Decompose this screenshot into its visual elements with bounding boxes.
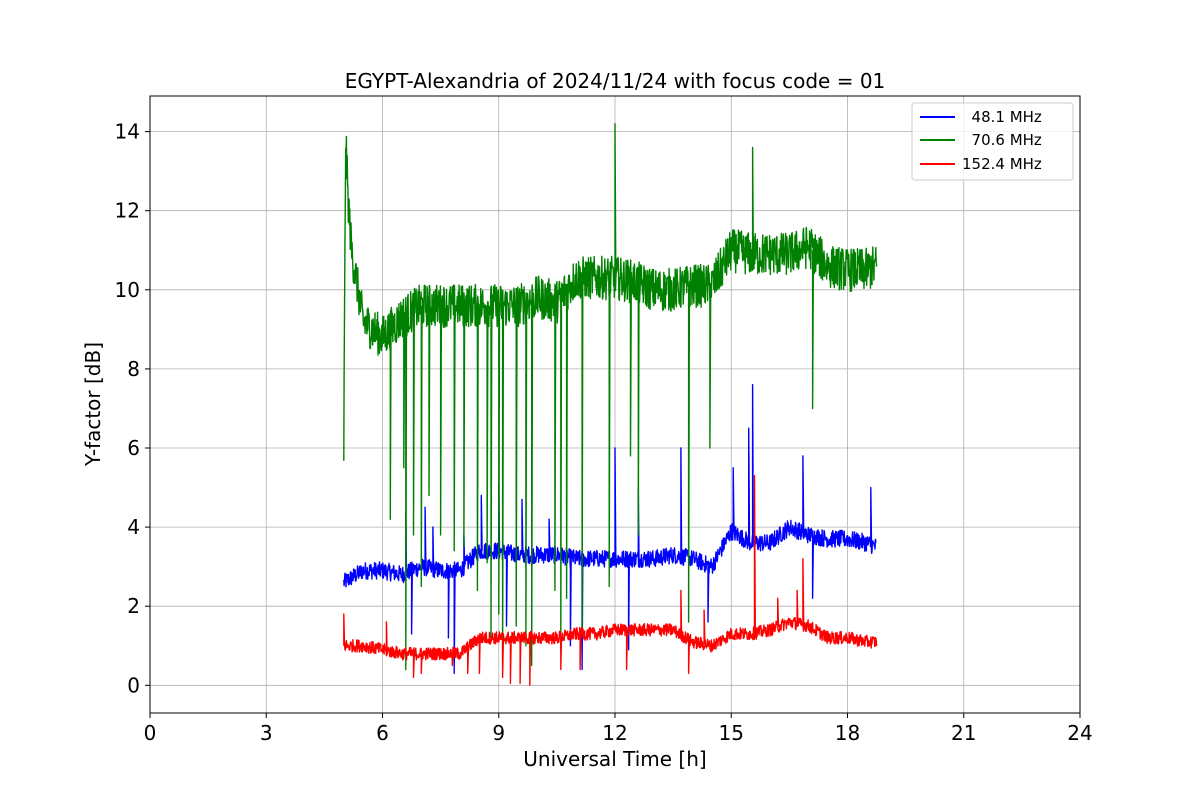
x-tick-label: 24 <box>1067 721 1092 745</box>
y-tick-label: 8 <box>127 357 140 381</box>
x-tick-label: 3 <box>260 721 273 745</box>
series-line-2 <box>343 475 878 686</box>
x-tick-label: 12 <box>602 721 627 745</box>
x-tick-label: 21 <box>951 721 976 745</box>
y-tick-label: 14 <box>115 120 140 144</box>
y-tick-label: 12 <box>115 199 140 223</box>
x-tick-label: 0 <box>144 721 157 745</box>
legend-label-48-1: 48.1 MHz <box>962 108 1042 126</box>
y-tick-label: 6 <box>127 436 140 460</box>
chart-title: EGYPT-Alexandria of 2024/11/24 with focu… <box>345 69 886 93</box>
y-axis: 0 2 4 6 8 10 12 14 <box>115 120 150 697</box>
x-tick-label: 18 <box>835 721 860 745</box>
y-tick-label: 4 <box>127 515 140 539</box>
x-tick-label: 6 <box>376 721 389 745</box>
y-tick-label: 10 <box>115 278 140 302</box>
x-axis: 0 3 6 9 12 15 18 21 24 <box>144 713 1093 745</box>
x-tick-label: 15 <box>719 721 744 745</box>
series-layer <box>343 123 878 686</box>
y-axis-label: Y-factor [dB] <box>81 342 105 467</box>
series-line-1 <box>343 123 878 671</box>
y-tick-label: 0 <box>127 673 140 697</box>
legend-label-152-4: 152.4 MHz <box>962 155 1042 173</box>
legend-box <box>911 102 1074 181</box>
y-tick-label: 2 <box>127 594 140 618</box>
legend: 48.1 MHz 70.6 MHz 152.4 MHz <box>911 102 1074 181</box>
x-axis-label: Universal Time [h] <box>523 747 706 771</box>
x-tick-label: 9 <box>492 721 505 745</box>
legend-label-70-6: 70.6 MHz <box>962 131 1042 149</box>
